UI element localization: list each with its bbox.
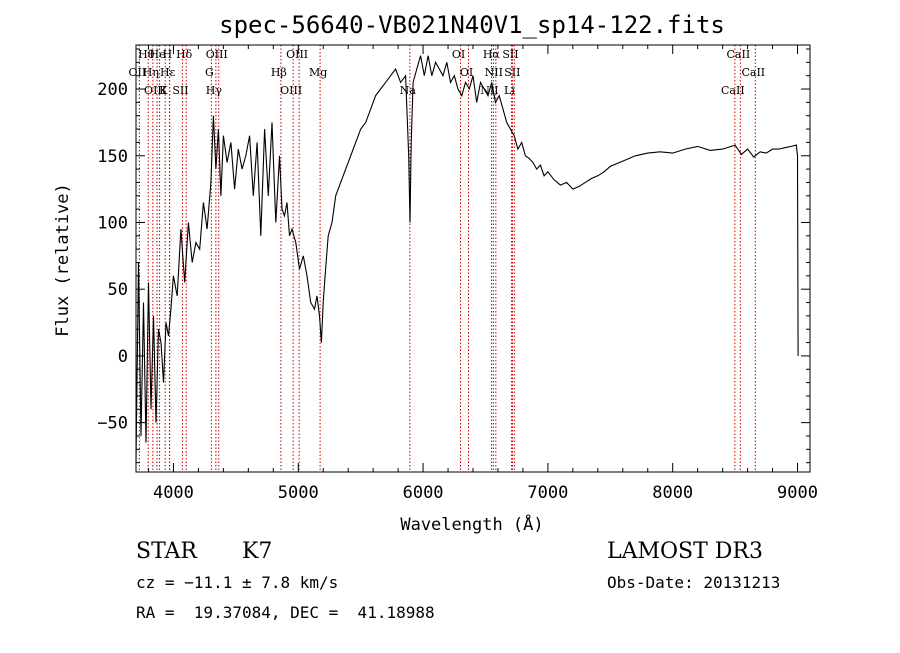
x-axis-label: Wavelength (Å) bbox=[400, 513, 543, 535]
flux-series-line bbox=[135, 55, 799, 463]
line-label: Hδ bbox=[176, 48, 193, 61]
line-label: OIII bbox=[144, 84, 166, 97]
plot-frame bbox=[135, 44, 811, 473]
line-label: Hθ bbox=[138, 48, 155, 61]
chart-title: spec-56640-VB021N40V1_sp14-122.fits bbox=[219, 11, 725, 39]
line-markers bbox=[138, 45, 756, 472]
line-label: G bbox=[205, 66, 214, 79]
line-label: CaII bbox=[741, 66, 765, 79]
y-tick-label: −50 bbox=[97, 414, 128, 434]
line-label: OII bbox=[129, 66, 147, 79]
line-label: OI bbox=[460, 66, 473, 79]
coordinates: RA = 19.37084, DEC = 41.18988 bbox=[136, 603, 435, 622]
y-axis-label: Flux (relative) bbox=[53, 183, 73, 337]
line-label: CaII bbox=[727, 48, 751, 61]
y-tick-label: 50 bbox=[108, 280, 128, 300]
line-label: Hε bbox=[160, 66, 176, 79]
y-tick-label: 200 bbox=[97, 80, 128, 100]
line-label: SII bbox=[502, 48, 518, 61]
observation-date: Obs-Date: 20131213 bbox=[607, 573, 781, 592]
redshift-velocity: cz = −11.1 ± 7.8 km/s bbox=[136, 573, 339, 592]
line-label: OI bbox=[452, 48, 465, 61]
line-label: Hβ bbox=[271, 66, 287, 79]
line-label: He bbox=[150, 48, 166, 61]
x-tick-label: 6000 bbox=[403, 483, 444, 503]
line-labels: HθOIIOIIIHeHηKHHεSIIHδGHγOIIIHβOIIIOIIIM… bbox=[129, 48, 766, 97]
line-label: SII bbox=[172, 84, 188, 97]
y-tick-label: 100 bbox=[97, 213, 128, 233]
object-subclass: K7 bbox=[242, 539, 273, 564]
line-label: Na bbox=[400, 84, 417, 97]
line-label: OIII bbox=[286, 48, 308, 61]
y-tick-label: 0 bbox=[118, 347, 128, 367]
line-label: H bbox=[163, 48, 173, 61]
line-label: K bbox=[159, 84, 168, 97]
x-tick-label: 8000 bbox=[652, 483, 693, 503]
line-label: NII bbox=[485, 66, 503, 79]
line-label: CaII bbox=[721, 84, 745, 97]
x-tick-label: 7000 bbox=[527, 483, 568, 503]
x-tick-label: 4000 bbox=[153, 483, 194, 503]
line-label: OIII bbox=[280, 84, 302, 97]
x-axis: 4000 5000 6000 7000 8000 9000 bbox=[147, 45, 818, 503]
line-label: Hα bbox=[483, 48, 501, 61]
y-axis: −50 0 50 100 150 200 bbox=[97, 48, 810, 464]
survey-name: LAMOST DR3 bbox=[607, 539, 763, 564]
line-label: Hη bbox=[143, 66, 159, 79]
x-tick-label: 5000 bbox=[278, 483, 319, 503]
line-label: Li bbox=[504, 84, 515, 97]
y-tick-label: 150 bbox=[97, 147, 128, 167]
x-tick-label: 9000 bbox=[777, 483, 818, 503]
line-label: SII bbox=[504, 66, 520, 79]
line-label: OIII bbox=[206, 48, 228, 61]
line-label: Mg bbox=[309, 66, 327, 79]
object-class: STAR bbox=[136, 539, 197, 564]
line-label: Hγ bbox=[206, 84, 223, 97]
